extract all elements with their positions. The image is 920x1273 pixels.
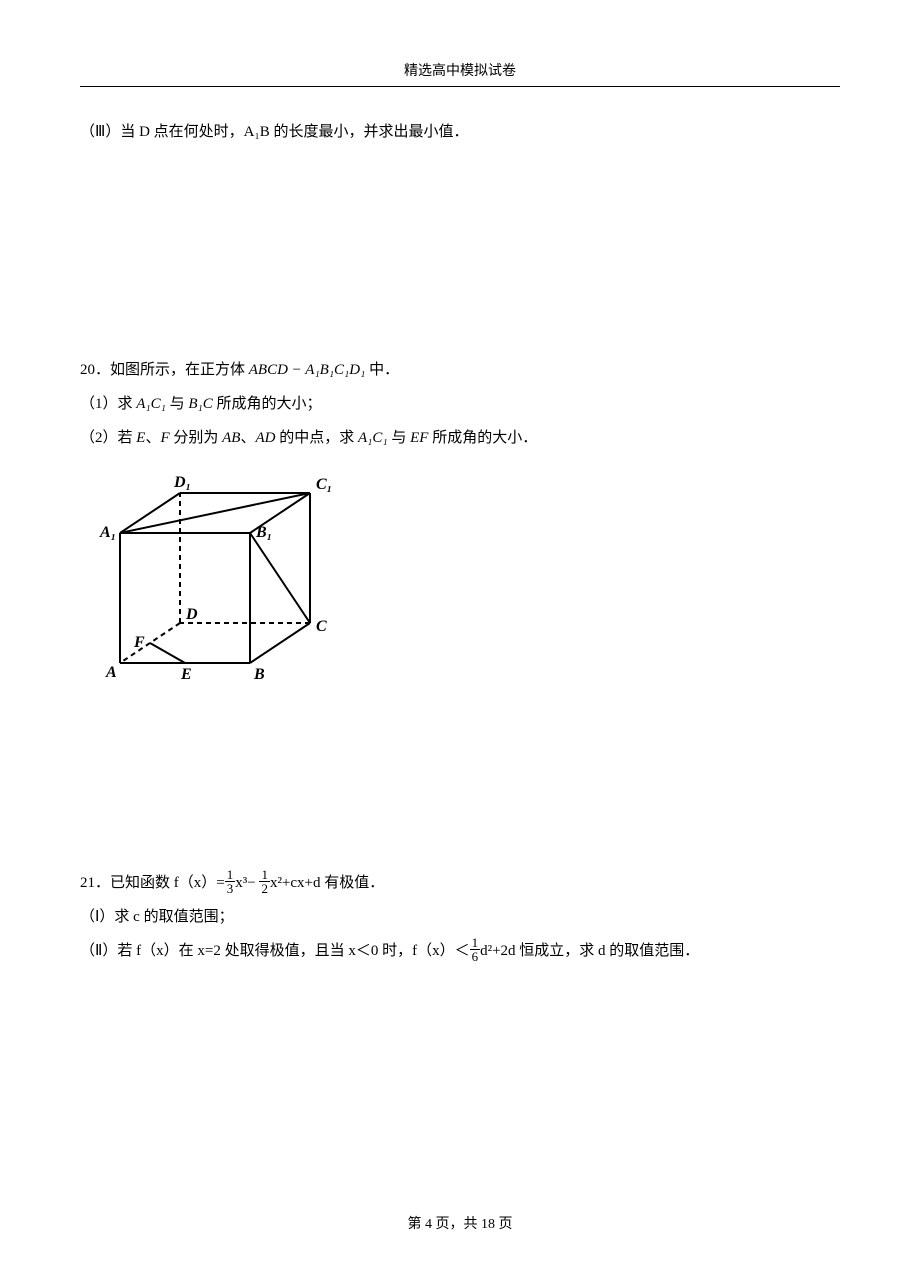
q20-stem-tail: 中． [365, 362, 399, 378]
q21-term2: x²+cx+d 有极值． [270, 875, 384, 891]
q20-p2-ab: AB [222, 430, 240, 446]
q21-frac2-num: 1 [259, 868, 270, 882]
q20-p1-prefix: （1）求 [80, 396, 136, 412]
q20-p2-sep2: 、 [240, 430, 255, 446]
q20-p2-ad: AD [255, 430, 275, 446]
svg-text:B: B [253, 666, 265, 683]
q21-p2-prefix: （Ⅱ）若 f（x）在 x=2 处取得极值，且当 x＜0 时，f（x）＜ [80, 943, 470, 959]
q20-p1-bc: B₁C [188, 396, 212, 412]
page-footer: 第 4 页，共 18 页 [0, 1213, 920, 1233]
q21-stem-prefix: 21．已知函数 f（x）= [80, 875, 225, 891]
q21-frac3-num: 1 [470, 936, 481, 950]
q21-frac2: 12 [259, 868, 270, 895]
svg-text:C: C [316, 618, 327, 635]
cube-diagram: A B C D A₁ B₁ C₁ D₁ E F [90, 463, 840, 694]
spacer-2 [80, 704, 840, 864]
q21-frac2-den: 2 [259, 882, 270, 895]
svg-text:F: F [133, 634, 145, 651]
footer-total: 18 [481, 1217, 495, 1232]
cube-svg: A B C D A₁ B₁ C₁ D₁ E F [90, 463, 340, 683]
q20-p2-f: F [160, 430, 169, 446]
q20-p2-mid3: 与 [388, 430, 411, 446]
q20-p2-tail: 所成角的大小． [428, 430, 537, 446]
svg-text:A: A [105, 664, 117, 681]
svg-text:B₁: B₁ [255, 524, 272, 541]
q20-p2-mid2: 的中点，求 [275, 430, 358, 446]
q21-p2-suffix: d²+2d 恒成立，求 d 的取值范围． [480, 943, 699, 959]
svg-text:D₁: D₁ [173, 474, 191, 491]
footer-pagenum: 4 [425, 1217, 432, 1232]
q20-p2-sep1: 、 [145, 430, 160, 446]
q19-part3-text: （Ⅲ）当 D 点在何处时，A₁B 的长度最小，并求出最小值． [80, 124, 469, 140]
q20-cube-sub: A₁B₁C₁D₁ [305, 362, 365, 378]
q21-part2: （Ⅱ）若 f（x）在 x=2 处取得极值，且当 x＜0 时，f（x）＜16d²+… [80, 936, 840, 966]
q20-cube-plain: ABCD − [249, 362, 306, 378]
svg-text:C₁: C₁ [316, 476, 332, 493]
page-content: （Ⅲ）当 D 点在何处时，A₁B 的长度最小，并求出最小值． 20．如图所示，在… [80, 117, 840, 966]
q21-frac1-den: 3 [225, 882, 236, 895]
svg-text:E: E [180, 666, 192, 683]
spacer [80, 151, 840, 351]
q20-part2: （2）若 E、F 分别为 AB、AD 的中点，求 A₁C₁ 与 EF 所成角的大… [80, 423, 840, 453]
q20-cube-notation: ABCD − A₁B₁C₁D₁ [249, 362, 366, 378]
q20-p2-ef: EF [410, 430, 428, 446]
q19-part3: （Ⅲ）当 D 点在何处时，A₁B 的长度最小，并求出最小值． [80, 117, 840, 147]
footer-prefix: 第 [408, 1217, 426, 1232]
q20-p2-ac: A₁C₁ [358, 430, 388, 446]
footer-mid: 页，共 [432, 1217, 481, 1232]
q20-stem: 20．如图所示，在正方体 ABCD − A₁B₁C₁D₁ 中． [80, 355, 840, 385]
q21-frac3-den: 6 [470, 950, 481, 963]
svg-text:D: D [185, 606, 198, 623]
q21-stem: 21．已知函数 f（x）=13x³− 12x²+cx+d 有极值． [80, 868, 840, 898]
q20-p1-mid: 与 [166, 396, 189, 412]
page-header: 精选高中模拟试卷 [80, 60, 840, 87]
header-title: 精选高中模拟试卷 [404, 64, 516, 79]
q21-p1-text: （Ⅰ）求 c 的取值范围； [80, 909, 234, 925]
q20-stem-text: 20．如图所示，在正方体 [80, 362, 249, 378]
svg-text:A₁: A₁ [99, 524, 116, 541]
q21-frac1-num: 1 [225, 868, 236, 882]
q20-p1-tail: 所成角的大小； [213, 396, 322, 412]
q21-frac1: 13 [225, 868, 236, 895]
q20-p1-ac: A₁C₁ [136, 396, 166, 412]
footer-suffix: 页 [495, 1217, 513, 1232]
q20-p2-prefix: （2）若 [80, 430, 136, 446]
q20-part1: （1）求 A₁C₁ 与 B₁C 所成角的大小； [80, 389, 840, 419]
q21-term1: x³− [235, 875, 255, 891]
q20-p2-mid1: 分别为 [170, 430, 223, 446]
q21-frac3: 16 [470, 936, 481, 963]
q21-part1: （Ⅰ）求 c 的取值范围； [80, 902, 840, 932]
exam-page: 精选高中模拟试卷 （Ⅲ）当 D 点在何处时，A₁B 的长度最小，并求出最小值． … [0, 0, 920, 1273]
